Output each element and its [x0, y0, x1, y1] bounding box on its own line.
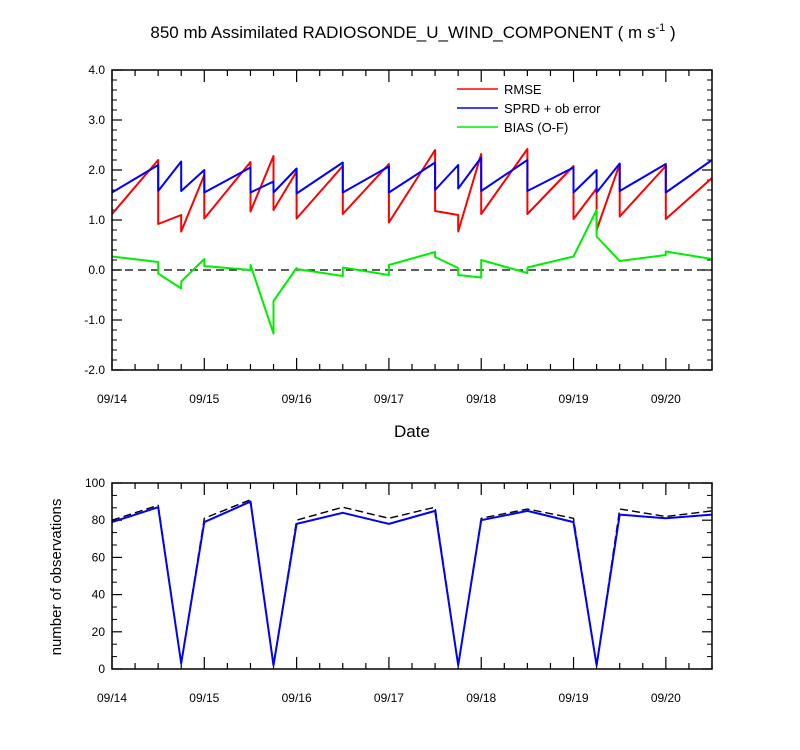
x-tick-label: 09/16 — [282, 392, 312, 406]
plot-frame — [111, 482, 713, 670]
x-tick-label: 09/19 — [559, 691, 589, 705]
x-tick-label: 09/20 — [651, 392, 681, 406]
x-tick-label: 09/20 — [651, 691, 681, 705]
x-tick-label: 09/17 — [374, 392, 404, 406]
y-tick-label: -2.0 — [84, 363, 105, 377]
y-tick-label: 40 — [92, 588, 106, 602]
x-tick-label: 09/16 — [282, 691, 312, 705]
legend-label: RMSE — [504, 82, 542, 97]
legend-label: SPRD + ob error — [504, 101, 601, 116]
y-axis-label-observations: number of observations — [48, 499, 65, 656]
x-tick-label: 09/14 — [97, 392, 127, 406]
x-tick-label: 09/14 — [97, 691, 127, 705]
y-tick-label: 100 — [85, 476, 105, 490]
y-tick-label: 0 — [98, 662, 105, 676]
y-tick-label: 0.0 — [88, 263, 105, 277]
y-tick-label: 80 — [92, 513, 106, 527]
series-bias-o-f-line — [111, 209, 713, 335]
x-tick-label: 09/18 — [466, 392, 496, 406]
y-tick-label: 20 — [92, 625, 106, 639]
plot-top: -2.0 -1.0 0.0 1.0 2.0 3.0 4.0 09/14 09/15 09/16 09… — [84, 63, 713, 406]
series-assimilated-observations-line — [111, 500, 713, 667]
x-tick-label: 09/15 — [189, 691, 219, 705]
y-tick-label: 4.0 — [88, 63, 105, 77]
x-tick-label: 09/17 — [374, 691, 404, 705]
legend-label: BIAS (O-F) — [504, 120, 568, 135]
plot-frame — [111, 69, 713, 371]
y-tick-label: 3.0 — [88, 113, 105, 127]
x-tick-label: 09/19 — [559, 392, 589, 406]
y-tick-label: 60 — [92, 550, 106, 564]
x-axis-label: Date — [394, 422, 430, 441]
y-tick-label: 2.0 — [88, 163, 105, 177]
legend: RMSE SPRD + ob error BIAS (O-F) — [457, 82, 601, 135]
series-sprd-ob-error-line — [111, 156, 713, 195]
y-tick-label: 1.0 — [88, 213, 105, 227]
x-tick-label: 09/18 — [466, 691, 496, 705]
plot-bottom: 0 20 40 60 80 100 09/14 09/15 09/16 09/17 09/18 09/… — [85, 476, 713, 705]
y-tick-label: -1.0 — [84, 313, 105, 327]
series-total-observations-line — [111, 499, 713, 666]
chart-title: 850 mb Assimilated RADIOSONDE_U_WIND_COM… — [150, 22, 675, 42]
x-tick-label: 09/15 — [189, 392, 219, 406]
